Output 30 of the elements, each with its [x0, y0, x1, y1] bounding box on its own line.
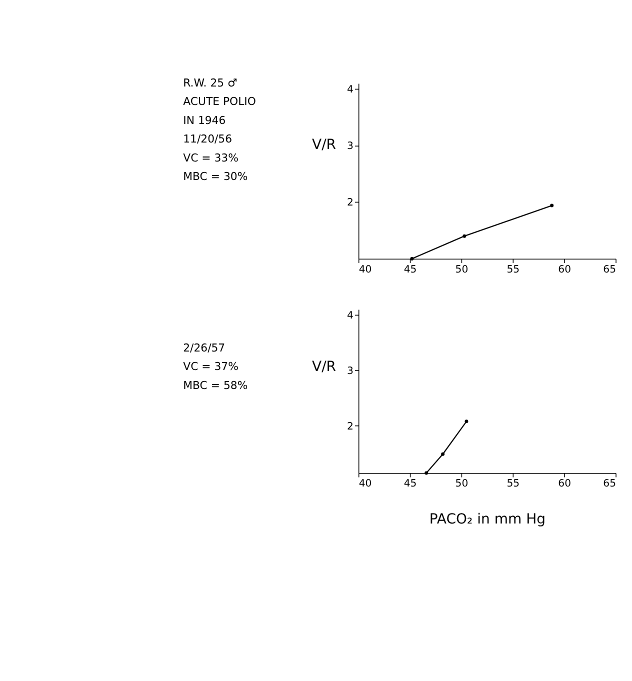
y-tick-label: 4: [346, 310, 354, 322]
x-tick-label: 65: [603, 264, 616, 276]
text: ACUTE POLIO: [183, 95, 256, 108]
x-tick-label: 40: [358, 264, 372, 276]
y-tick-label: 2: [346, 198, 354, 209]
x-tick-label: 55: [506, 264, 520, 276]
x-tick-label: 55: [506, 478, 520, 490]
text: R.W. 25 ♂: [183, 76, 238, 90]
y-tick-label: 3: [346, 366, 354, 377]
text: VC = 37%: [183, 360, 238, 374]
x-tick-label: 60: [558, 264, 572, 276]
y-tick-label: 2: [346, 421, 354, 432]
text: MBC = 58%: [183, 378, 248, 392]
text: VC = 33%: [183, 151, 238, 164]
x-tick-label: 65: [603, 478, 616, 490]
text: 2/26/57: [183, 341, 226, 354]
x-tick-label: 40: [358, 478, 372, 490]
text: 11/20/56: [183, 132, 232, 146]
x-tick-label: 50: [455, 264, 468, 276]
x-tick-label: 50: [455, 478, 468, 490]
x-tick-label: 45: [404, 478, 417, 490]
y-axis-title: V/R: [312, 358, 336, 375]
y-tick-label: 3: [346, 141, 354, 152]
text: MBC = 30%: [183, 170, 248, 183]
x-tick-label: 45: [404, 264, 417, 276]
y-axis-title: V/R: [312, 137, 336, 154]
text: IN 1946: [183, 114, 226, 127]
y-tick-label: 4: [346, 84, 354, 96]
x-axis-title: PACO₂ in mm Hg: [429, 511, 546, 528]
x-tick-label: 60: [558, 478, 572, 490]
